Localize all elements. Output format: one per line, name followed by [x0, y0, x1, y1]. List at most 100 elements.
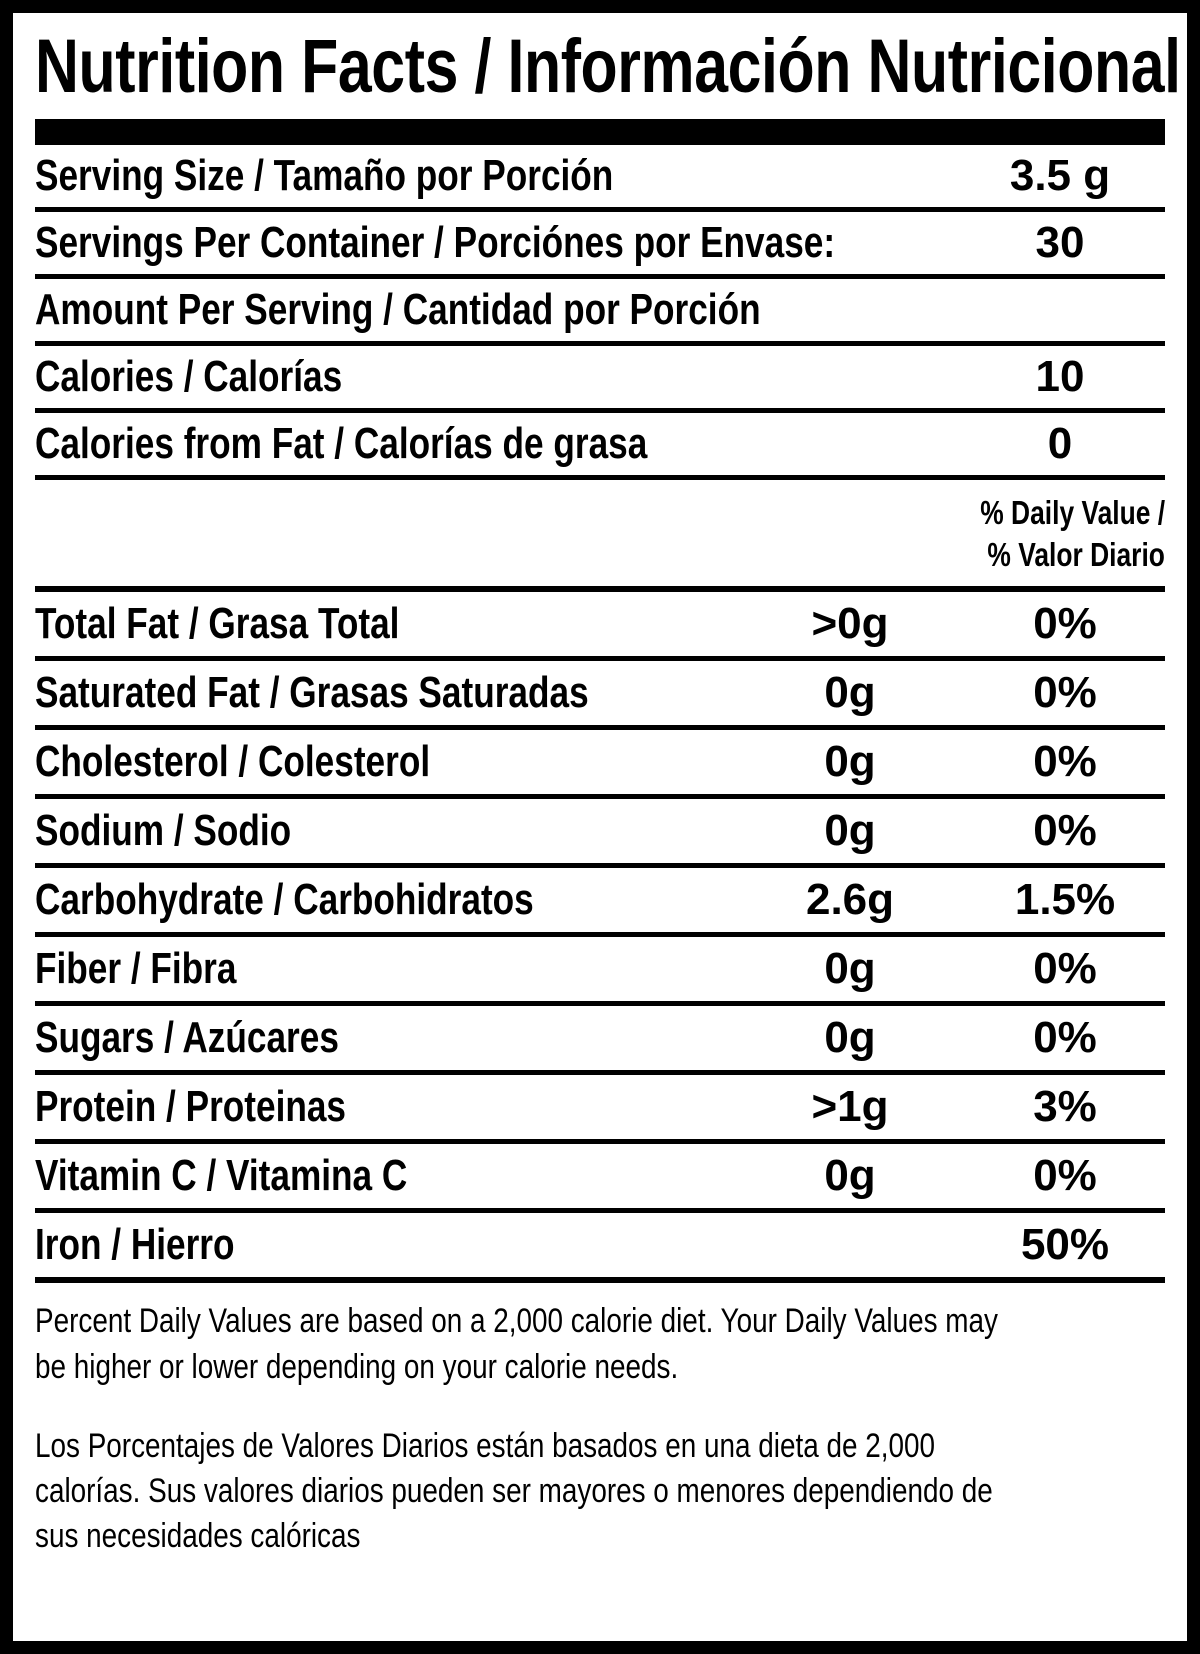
nutrient-dv-fiber: 0%: [1033, 944, 1097, 994]
calories-from-fat-label: Calories from Fat / Calorías de grasa: [35, 419, 648, 468]
label-title-text: Nutrition Facts / Información Nutriciona…: [35, 24, 1181, 109]
amount-per-serving-row: Amount Per Serving / Cantidad por Porció…: [35, 279, 1165, 341]
amount-per-serving-label-cell: Amount Per Serving / Cantidad por Porció…: [35, 285, 955, 335]
title-divider-bar: [35, 119, 1165, 145]
serving-size-row: Serving Size / Tamaño por Porción 3.5 g: [35, 145, 1165, 207]
nutrient-dv-protein: 3%: [1033, 1082, 1097, 1132]
nutrient-amount-carbohydrate: 2.6g: [805, 875, 895, 925]
table-row: Vitamin C / Vitamina C 0g 0%: [35, 1144, 1165, 1208]
nutrient-dv-iron: 50%: [1020, 1220, 1110, 1270]
nutrient-label-cell: Vitamin C / Vitamina C: [35, 1151, 735, 1201]
nutrient-amount-sodium: 0g: [824, 806, 876, 856]
nutrient-amount-vitamin-c: 0g: [824, 1151, 876, 1201]
calories-row: Calories / Calorías 10: [35, 346, 1165, 408]
serving-size-value: 3.5 g: [1009, 151, 1111, 200]
nutrient-amount-saturated-fat: 0g: [824, 668, 876, 718]
servings-per-container-label: Servings Per Container / Porciónes por E…: [35, 218, 836, 267]
nutrient-label-cell: Sodium / Sodio: [35, 806, 735, 856]
serving-size-label-cell: Serving Size / Tamaño por Porción: [35, 151, 955, 201]
nutrient-label-saturated-fat: Saturated Fat / Grasas Saturadas: [35, 668, 589, 718]
nutrient-amount-total-fat: >0g: [811, 599, 889, 649]
nutrient-label-cell: Protein / Proteinas: [35, 1082, 735, 1132]
nutrient-label-cell: Iron / Hierro: [35, 1220, 735, 1270]
table-row: Sugars / Azúcares 0g 0%: [35, 1006, 1165, 1070]
nutrient-label-carbohydrate: Carbohydrate / Carbohidratos: [35, 875, 534, 925]
row-divider: [35, 1208, 1165, 1214]
nutrient-label-cell: Carbohydrate / Carbohidratos: [35, 875, 735, 925]
row-divider: [35, 1139, 1165, 1145]
servings-per-container-value: 30: [1035, 218, 1085, 267]
table-row: Iron / Hierro 50%: [35, 1213, 1165, 1277]
calories-label-cell: Calories / Calorías: [35, 352, 955, 402]
table-row: Carbohydrate / Carbohidratos 2.6g 1.5%: [35, 868, 1165, 932]
nutrient-label-total-fat: Total Fat / Grasa Total: [35, 599, 400, 649]
nutrient-label-cell: Total Fat / Grasa Total: [35, 599, 735, 649]
footnote-english-line2: be higher or lower depending on your cal…: [35, 1347, 679, 1386]
footnotes-section: Percent Daily Values are based on a 2,00…: [35, 1283, 1165, 1641]
table-row: Saturated Fat / Grasas Saturadas 0g 0%: [35, 661, 1165, 725]
daily-value-header-divider: [35, 586, 1165, 593]
nutrient-label-cholesterol: Cholesterol / Colesterol: [35, 737, 431, 787]
nutrient-dv-sugars: 0%: [1033, 1013, 1097, 1063]
table-row: Protein / Proteinas >1g 3%: [35, 1075, 1165, 1139]
row-divider: [35, 932, 1165, 938]
label-title-row: Nutrition Facts / Información Nutriciona…: [35, 13, 1181, 115]
row-divider: [35, 274, 1165, 279]
nutrient-label-protein: Protein / Proteinas: [35, 1082, 347, 1132]
footnote-english: Percent Daily Values are based on a 2,00…: [35, 1299, 1150, 1389]
row-divider: [35, 656, 1165, 662]
calories-from-fat-value: 0: [1047, 419, 1073, 468]
nutrient-label-cell: Sugars / Azúcares: [35, 1013, 735, 1063]
nutrient-label-iron: Iron / Hierro: [35, 1220, 235, 1270]
nutrient-dv-carbohydrate: 1.5%: [1014, 875, 1116, 925]
servings-per-container-label-cell: Servings Per Container / Porciónes por E…: [35, 218, 955, 268]
footnote-spanish-line1: Los Porcentajes de Valores Diarios están…: [35, 1426, 935, 1465]
nutrient-label-vitamin-c: Vitamin C / Vitamina C: [35, 1151, 408, 1201]
nutrient-label-cell: Fiber / Fibra: [35, 944, 735, 994]
calories-from-fat-row: Calories from Fat / Calorías de grasa 0: [35, 413, 1165, 475]
table-row: Fiber / Fibra 0g 0%: [35, 937, 1165, 1001]
nutrient-dv-saturated-fat: 0%: [1033, 668, 1097, 718]
nutrient-dv-total-fat: 0%: [1033, 599, 1097, 649]
nutrient-label-sodium: Sodium / Sodio: [35, 806, 292, 856]
nutrient-amount-protein: >1g: [811, 1082, 889, 1132]
nutrient-label-cell: Saturated Fat / Grasas Saturadas: [35, 668, 735, 718]
row-divider: [35, 1001, 1165, 1007]
daily-value-header: % Daily Value / % Valor Diario: [35, 480, 1165, 586]
table-row: Cholesterol / Colesterol 0g 0%: [35, 730, 1165, 794]
row-divider: [35, 341, 1165, 346]
calories-label: Calories / Calorías: [35, 352, 343, 401]
footnote-spanish-line3: sus necesidades calóricas: [35, 1517, 361, 1556]
daily-value-header-line1: % Daily Value /: [980, 494, 1165, 531]
nutrient-label-sugars: Sugars / Azúcares: [35, 1013, 339, 1063]
footnote-spanish-line2: calorías. Sus valores diarios pueden ser…: [35, 1472, 993, 1511]
row-divider: [35, 207, 1165, 212]
calories-from-fat-label-cell: Calories from Fat / Calorías de grasa: [35, 419, 955, 469]
row-divider: [35, 794, 1165, 800]
footnote-divider: [35, 1277, 1165, 1284]
nutrient-amount-cholesterol: 0g: [824, 737, 876, 787]
nutrient-amount-fiber: 0g: [824, 944, 876, 994]
row-divider: [35, 475, 1165, 480]
row-divider: [35, 725, 1165, 731]
nutrient-dv-sodium: 0%: [1033, 806, 1097, 856]
nutrient-dv-vitamin-c: 0%: [1033, 1151, 1097, 1201]
daily-value-header-line2: % Valor Diario: [987, 536, 1165, 574]
table-row: Sodium / Sodio 0g 0%: [35, 799, 1165, 863]
servings-per-container-row: Servings Per Container / Porciónes por E…: [35, 212, 1165, 274]
calories-value: 10: [1035, 352, 1085, 401]
table-row: Total Fat / Grasa Total >0g 0%: [35, 592, 1165, 656]
amount-per-serving-label: Amount Per Serving / Cantidad por Porció…: [35, 285, 761, 334]
row-divider: [35, 863, 1165, 869]
daily-value-header-text: % Daily Value / % Valor Diario: [934, 492, 1165, 576]
nutrient-dv-cholesterol: 0%: [1033, 737, 1097, 787]
footnote-english-line1: Percent Daily Values are based on a 2,00…: [35, 1302, 998, 1341]
row-divider: [35, 408, 1165, 413]
nutrient-amount-sugars: 0g: [824, 1013, 876, 1063]
page-title: Nutrition Facts / Información Nutriciona…: [35, 29, 1200, 105]
nutrient-label-fiber: Fiber / Fibra: [35, 944, 237, 994]
row-divider: [35, 1070, 1165, 1076]
serving-size-label: Serving Size / Tamaño por Porción: [35, 151, 614, 200]
nutrient-label-cell: Cholesterol / Colesterol: [35, 737, 735, 787]
